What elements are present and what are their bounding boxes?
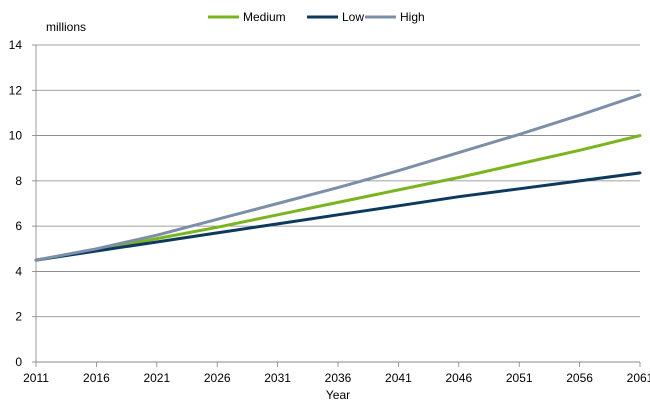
legend-item-medium: Medium xyxy=(208,10,286,24)
x-tick-label: 2016 xyxy=(83,371,110,385)
x-tick-label: 2026 xyxy=(204,371,231,385)
x-tick-label: 2046 xyxy=(445,371,472,385)
y-tick-label: 2 xyxy=(15,310,22,324)
series-line-high xyxy=(34,93,642,262)
legend-label: High xyxy=(400,10,425,24)
series-line-medium xyxy=(34,134,642,262)
y-tick-label: 14 xyxy=(9,38,23,52)
legend: Medium Low High xyxy=(208,10,425,24)
legend-item-low: Low xyxy=(307,10,364,24)
y-tick-label: 0 xyxy=(15,355,22,369)
x-tick-label: 2041 xyxy=(385,371,412,385)
axes: 0 2 4 6 8 10 12 14 2011 2016 2021 2026 2031 2036 2041 2… xyxy=(9,38,650,385)
series-line-low xyxy=(34,171,642,262)
y-axis-title: millions xyxy=(46,20,86,34)
y-tick-label: 4 xyxy=(15,264,22,278)
y-tick-label: 6 xyxy=(15,219,22,233)
x-tick-label: 2031 xyxy=(264,371,291,385)
series-lines xyxy=(34,93,642,262)
legend-label: Medium xyxy=(243,10,286,24)
legend-item-high: High xyxy=(365,10,425,24)
grid xyxy=(36,44,640,363)
x-tick-label: 2011 xyxy=(23,371,49,385)
y-tick-label: 12 xyxy=(9,83,23,97)
y-tick-label: 10 xyxy=(9,129,23,143)
x-tick-label: 2021 xyxy=(143,371,170,385)
x-axis-title: Year xyxy=(326,388,350,402)
x-tick-label: 2036 xyxy=(325,371,352,385)
y-tick-label: 8 xyxy=(15,174,22,188)
x-tick-label: 2051 xyxy=(506,371,533,385)
legend-label: Low xyxy=(342,10,364,24)
x-tick-label: 2056 xyxy=(566,371,593,385)
x-tick-label: 2061 xyxy=(627,371,650,385)
